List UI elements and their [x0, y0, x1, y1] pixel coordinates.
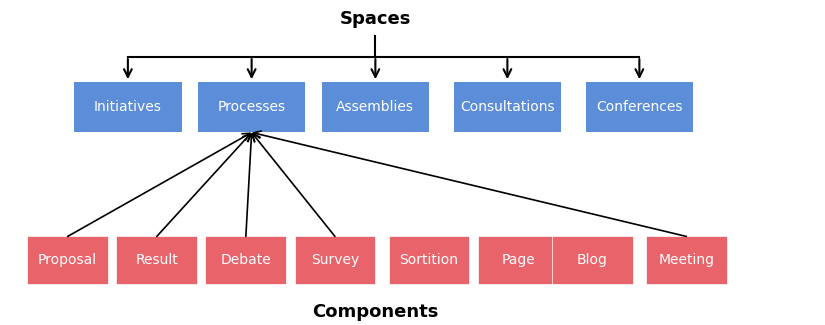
FancyBboxPatch shape: [478, 237, 559, 283]
Text: Processes: Processes: [218, 100, 285, 114]
FancyBboxPatch shape: [586, 82, 693, 133]
Text: Meeting: Meeting: [658, 253, 714, 267]
Text: Page: Page: [502, 253, 535, 267]
FancyBboxPatch shape: [552, 237, 633, 283]
FancyBboxPatch shape: [205, 237, 286, 283]
Text: Spaces: Spaces: [340, 10, 411, 29]
FancyBboxPatch shape: [198, 82, 305, 133]
FancyBboxPatch shape: [295, 237, 375, 283]
Text: Blog: Blog: [577, 253, 608, 267]
Text: Conferences: Conferences: [596, 100, 682, 114]
FancyBboxPatch shape: [454, 82, 561, 133]
FancyBboxPatch shape: [322, 82, 429, 133]
FancyBboxPatch shape: [389, 237, 469, 283]
Text: Consultations: Consultations: [460, 100, 554, 114]
FancyBboxPatch shape: [116, 237, 197, 283]
Text: Proposal: Proposal: [38, 253, 97, 267]
FancyBboxPatch shape: [74, 82, 182, 133]
FancyBboxPatch shape: [27, 237, 108, 283]
Text: Components: Components: [312, 303, 439, 321]
Text: Sortition: Sortition: [399, 253, 459, 267]
Text: Assemblies: Assemblies: [337, 100, 414, 114]
Text: Debate: Debate: [220, 253, 271, 267]
FancyBboxPatch shape: [646, 237, 727, 283]
Text: Initiatives: Initiatives: [94, 100, 162, 114]
Text: Survey: Survey: [311, 253, 359, 267]
Text: Result: Result: [135, 253, 178, 267]
